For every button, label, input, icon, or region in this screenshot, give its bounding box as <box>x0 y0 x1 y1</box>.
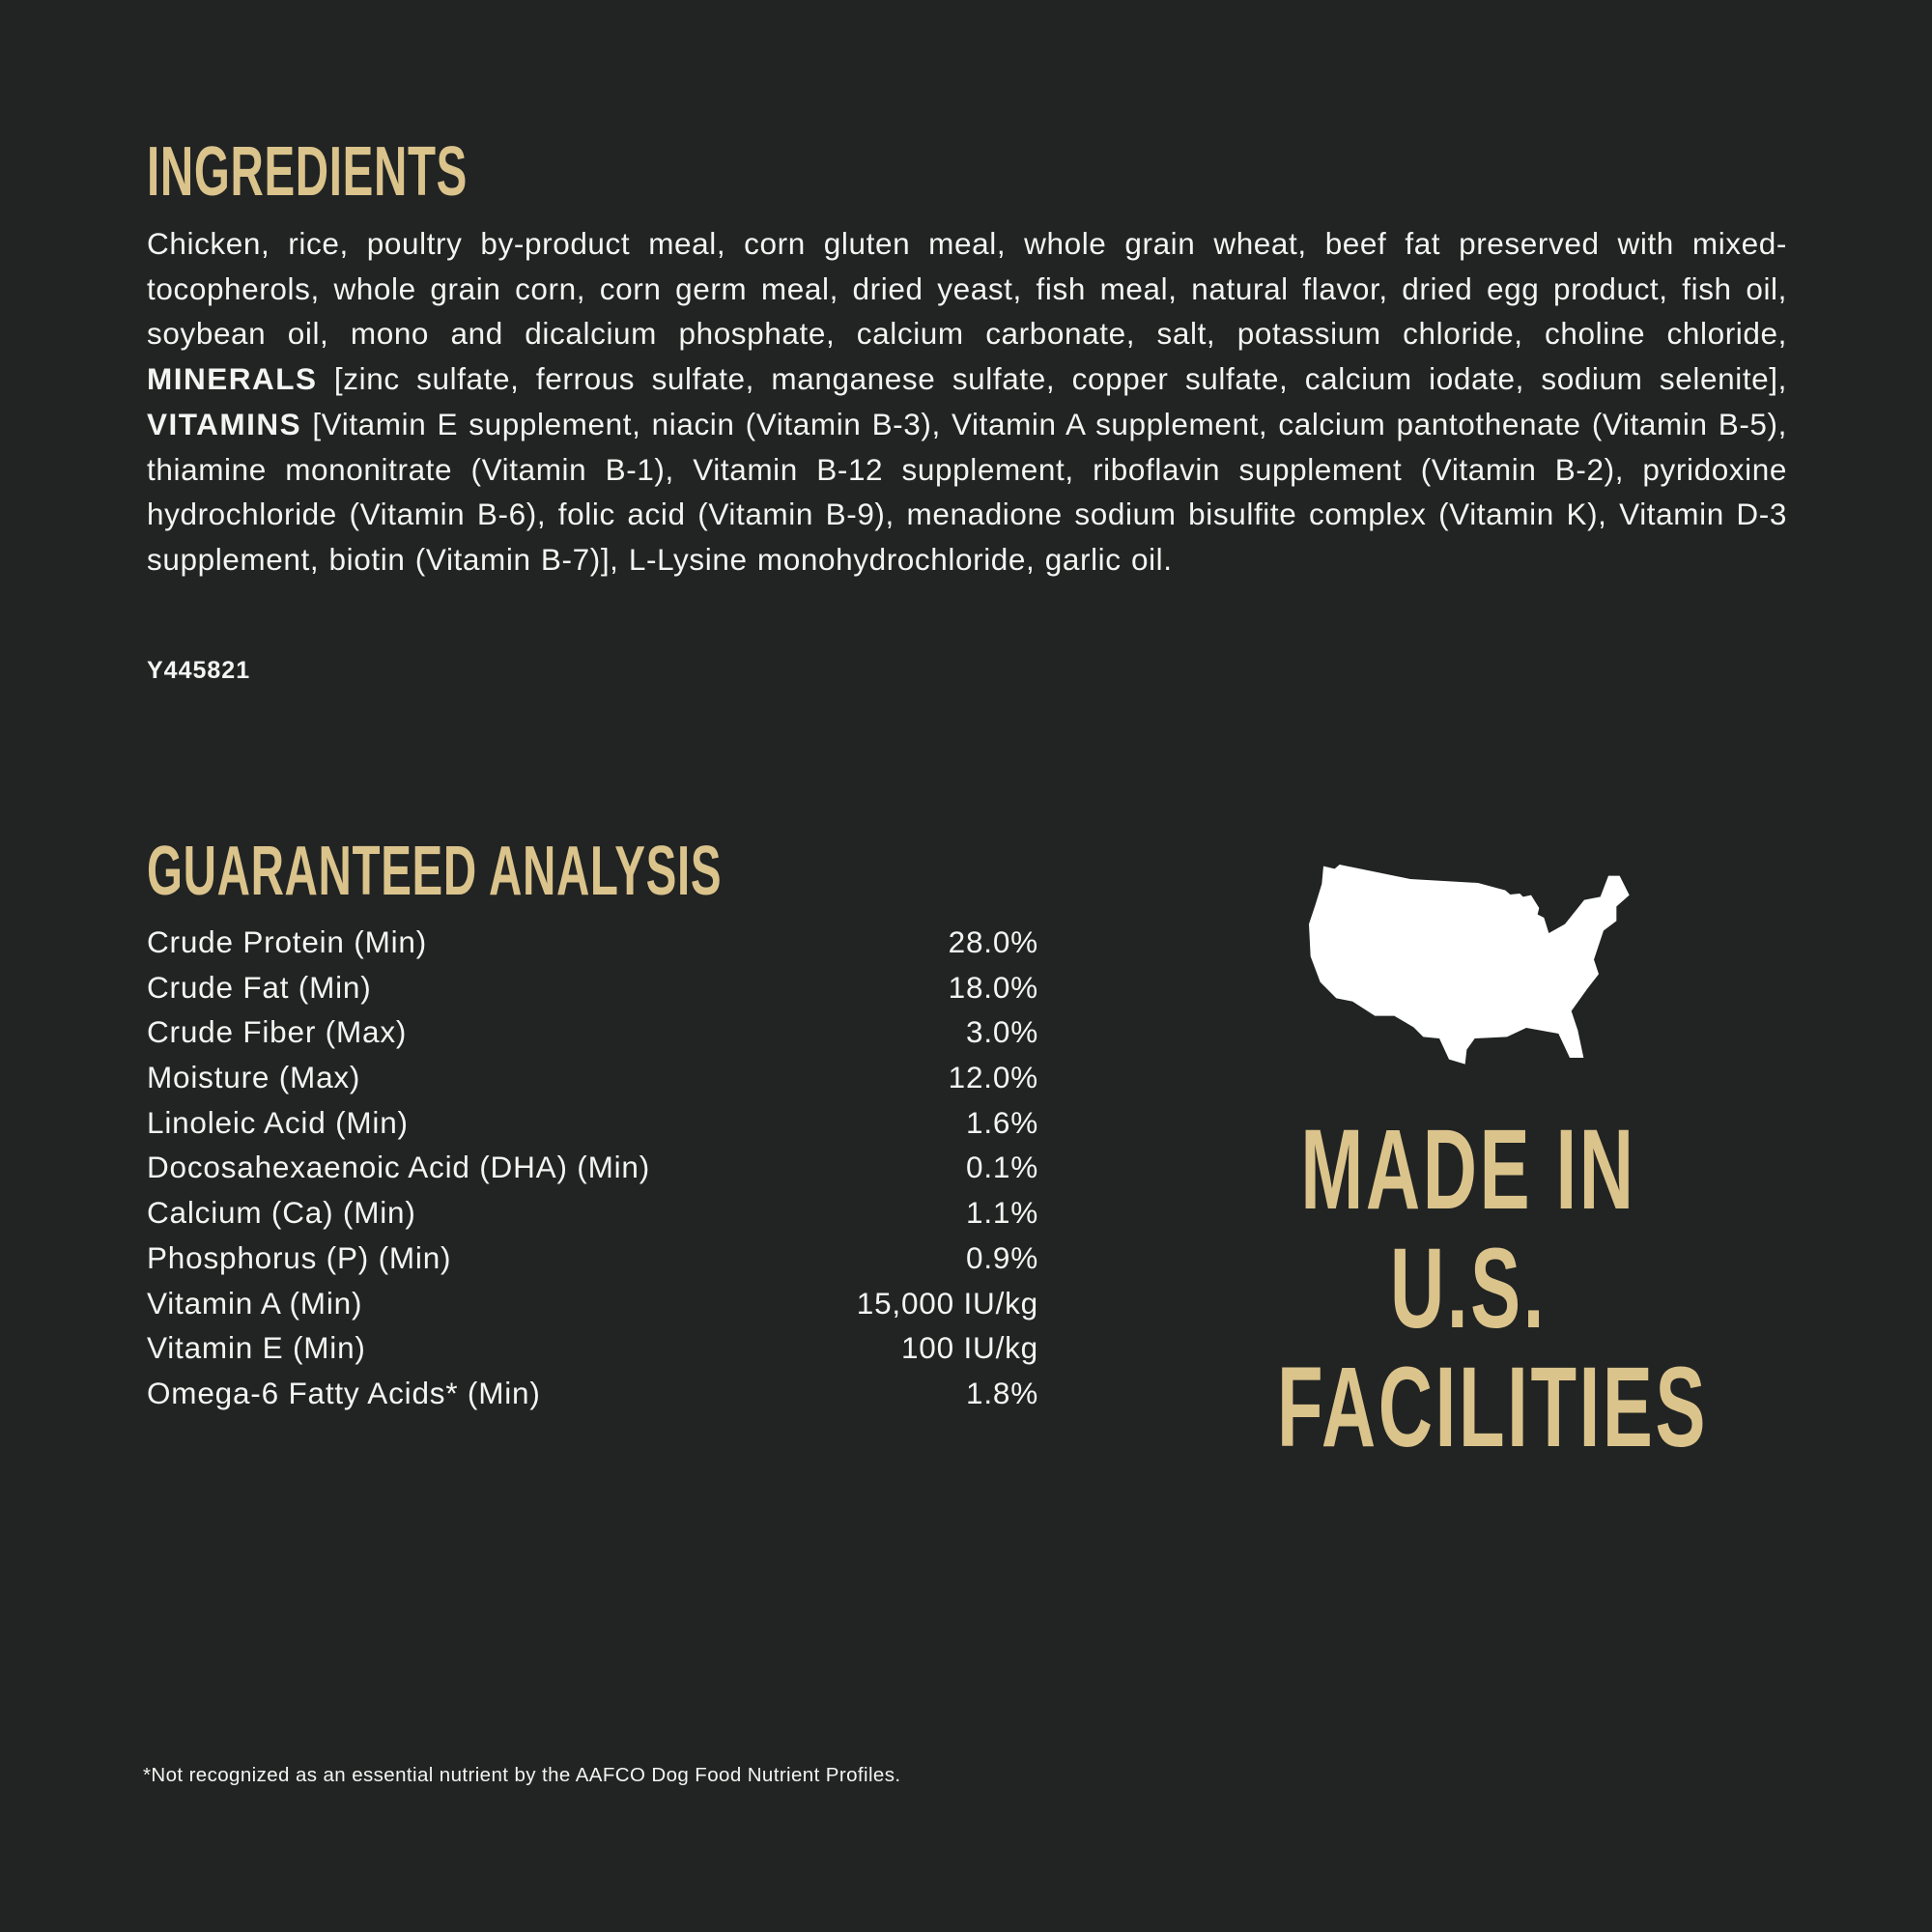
analysis-row: Linoleic Acid (Min) 1.6% <box>147 1100 1038 1146</box>
analysis-label: Moisture (Max) <box>147 1060 361 1095</box>
analysis-row: Phosphorus (P) (Min) 0.9% <box>147 1236 1038 1281</box>
ingredients-heading: INGREDIENTS <box>147 133 469 211</box>
guaranteed-analysis-heading: GUARANTEED ANALYSIS <box>147 833 723 910</box>
analysis-label: Phosphorus (P) (Min) <box>147 1239 452 1275</box>
analysis-row: Docosahexaenoic Acid (DHA) (Min) 0.1% <box>147 1145 1038 1190</box>
analysis-value: 100 IU/kg <box>900 1330 1038 1366</box>
analysis-value: 15,000 IU/kg <box>856 1285 1038 1321</box>
analysis-label: Crude Fat (Min) <box>147 969 372 1005</box>
analysis-value: 0.1% <box>966 1150 1038 1185</box>
analysis-row: Vitamin E (Min) 100 IU/kg <box>147 1325 1038 1371</box>
analysis-row: Crude Fat (Min) 18.0% <box>147 965 1038 1010</box>
analysis-label: Crude Protein (Min) <box>147 924 428 959</box>
analysis-value: 0.9% <box>966 1239 1038 1275</box>
analysis-value: 1.1% <box>966 1195 1038 1231</box>
vitamins-label: VITAMINS <box>147 406 302 441</box>
analysis-label: Linoleic Acid (Min) <box>147 1104 409 1140</box>
analysis-value: 1.6% <box>966 1104 1038 1140</box>
usa-map-icon <box>1309 865 1630 1065</box>
made-in-line-3: FACILITIES <box>1277 1344 1709 1471</box>
analysis-row: Moisture (Max) 12.0% <box>147 1055 1038 1100</box>
analysis-value: 1.8% <box>966 1375 1038 1410</box>
made-in-line-1: MADE IN <box>1300 1106 1636 1234</box>
made-in-line-2: U.S. <box>1389 1225 1548 1352</box>
analysis-row: Calcium (Ca) (Min) 1.1% <box>147 1190 1038 1236</box>
analysis-label: Vitamin E (Min) <box>147 1330 366 1366</box>
ingredients-list: Chicken, rice, poultry by-product meal, … <box>147 221 1787 582</box>
analysis-row: Omega-6 Fatty Acids* (Min) 1.8% <box>147 1371 1038 1416</box>
analysis-value: 28.0% <box>948 924 1038 959</box>
analysis-value: 18.0% <box>948 969 1038 1005</box>
guaranteed-analysis-table: Crude Protein (Min) 28.0% Crude Fat (Min) 1… <box>147 920 1038 1416</box>
footnote: *Not recognized as an essential nutrient… <box>143 1764 901 1786</box>
analysis-row: Vitamin A (Min) 15,000 IU/kg <box>147 1281 1038 1326</box>
vitamins-text: [Vitamin E supplement, niacin (Vitamin B… <box>147 406 1787 577</box>
ingredients-text: Chicken, rice, poultry by-product meal, … <box>147 226 1787 352</box>
analysis-label: Omega-6 Fatty Acids* (Min) <box>147 1375 541 1410</box>
analysis-label: Vitamin A (Min) <box>147 1285 363 1321</box>
minerals-label: MINERALS <box>147 361 318 397</box>
analysis-label: Crude Fiber (Max) <box>147 1014 408 1050</box>
analysis-label: Docosahexaenoic Acid (DHA) (Min) <box>147 1150 651 1185</box>
product-code: Y445821 <box>147 657 251 684</box>
analysis-value: 3.0% <box>966 1014 1038 1050</box>
analysis-row: Crude Fiber (Max) 3.0% <box>147 1009 1038 1055</box>
minerals-text: [zinc sulfate, ferrous sulfate, manganes… <box>317 361 1787 397</box>
made-in-us-badge: MADE IN U.S. FACILITIES <box>1179 1111 1758 1467</box>
analysis-row: Crude Protein (Min) 28.0% <box>147 920 1038 965</box>
analysis-label: Calcium (Ca) (Min) <box>147 1195 416 1231</box>
analysis-value: 12.0% <box>948 1060 1038 1095</box>
